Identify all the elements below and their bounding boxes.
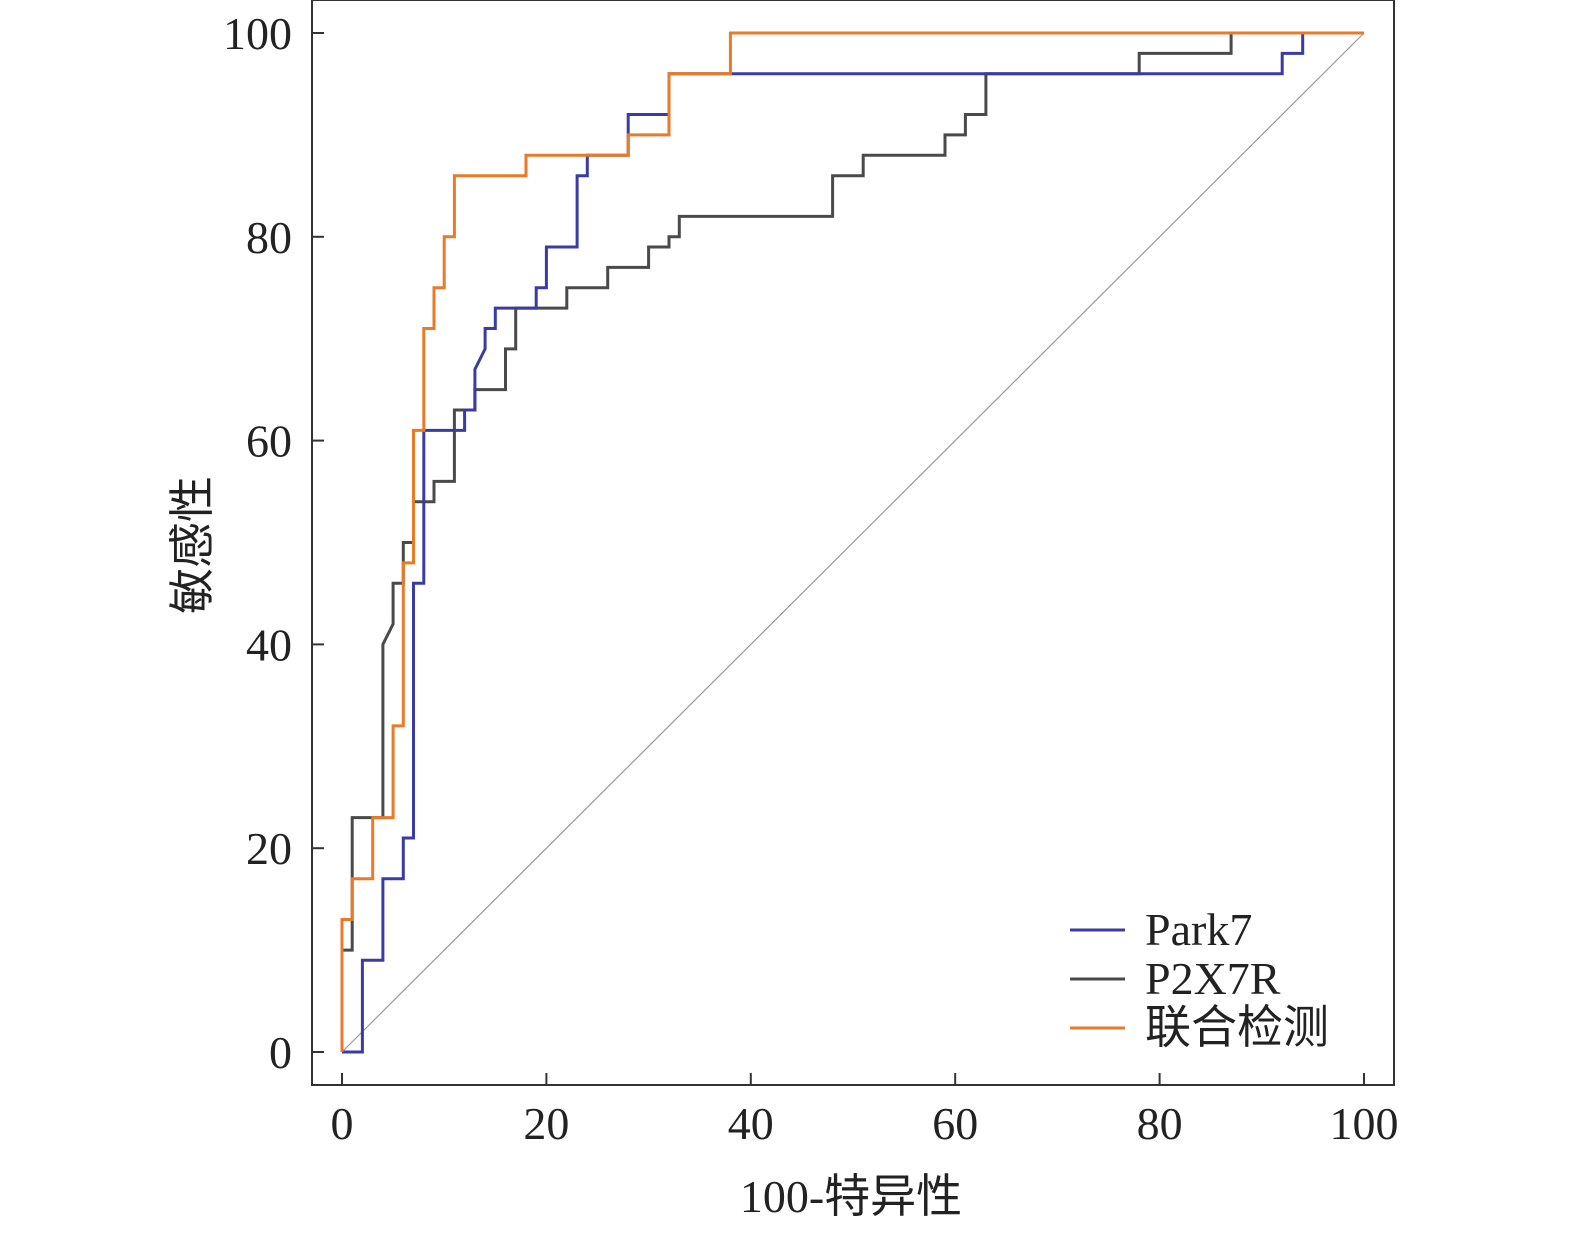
- series-line-p2x7r: [340, 31, 1364, 1052]
- plot-frame: [311, 0, 1395, 1086]
- x-axis-title: 100-特异性: [740, 1171, 962, 1222]
- series-line-combined: [340, 31, 1364, 1052]
- x-tick-label: 20: [523, 1098, 569, 1149]
- x-tick-label: 40: [728, 1098, 774, 1149]
- y-axis-ticks: 0 20 40 60 80 100: [223, 8, 324, 1078]
- legend: Park7 P2X7R 联合检测: [1070, 904, 1329, 1053]
- y-tick-label: 80: [246, 212, 292, 263]
- y-tick-label: 40: [246, 619, 292, 670]
- y-tick-label: 100: [223, 8, 292, 59]
- x-axis-ticks: 0 20 40 60 80 100: [331, 1073, 1399, 1149]
- y-tick-label: 0: [269, 1027, 292, 1078]
- y-axis-title: 敏感性: [167, 476, 218, 614]
- legend-label-park7: Park7: [1145, 904, 1252, 955]
- legend-label-combined: 联合检测: [1145, 1002, 1329, 1053]
- x-tick-label: 0: [331, 1098, 354, 1149]
- legend-label-p2x7r: P2X7R: [1145, 953, 1281, 1004]
- series-lines: [340, 31, 1364, 1054]
- x-tick-label: 100: [1330, 1098, 1399, 1149]
- y-tick-label: 20: [246, 823, 292, 874]
- x-tick-label: 60: [932, 1098, 978, 1149]
- x-tick-label: 80: [1137, 1098, 1183, 1149]
- y-tick-label: 60: [246, 416, 292, 467]
- reference-diagonal: [341, 32, 1365, 1053]
